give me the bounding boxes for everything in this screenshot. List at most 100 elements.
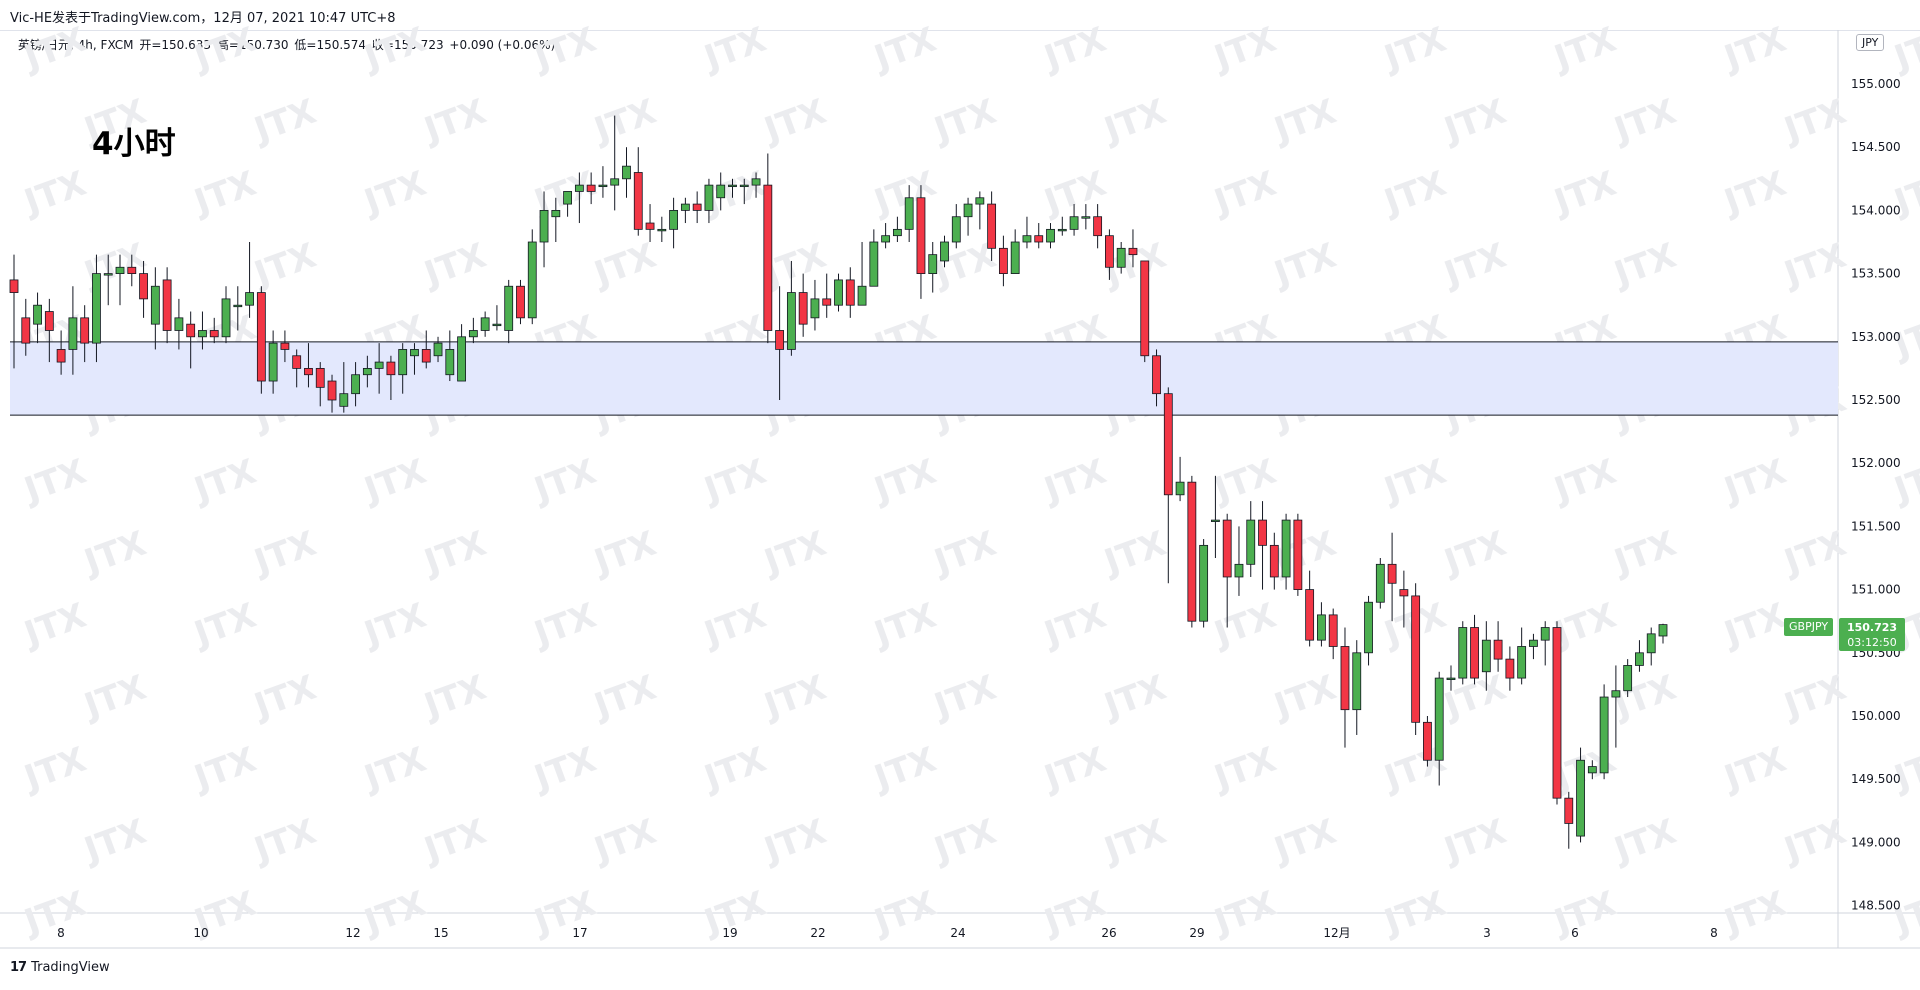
candle-body bbox=[127, 266, 137, 274]
currency-badge[interactable]: JPY bbox=[1856, 34, 1885, 51]
candle bbox=[398, 343, 408, 394]
legend-low: 低=150.574 bbox=[294, 38, 367, 52]
watermark-text: JTX bbox=[758, 92, 832, 151]
candle bbox=[421, 330, 431, 369]
candle bbox=[1234, 526, 1244, 596]
candle-body bbox=[315, 367, 325, 388]
watermark-text: JTX bbox=[1208, 884, 1282, 943]
candle-body bbox=[1611, 690, 1621, 698]
candle-body bbox=[1364, 601, 1373, 654]
candle-body bbox=[1258, 519, 1267, 546]
watermark-text: JTX bbox=[1208, 164, 1282, 223]
candle bbox=[657, 216, 667, 242]
candle-body bbox=[1234, 563, 1244, 578]
candle-body bbox=[280, 342, 290, 350]
candle-body bbox=[1269, 544, 1279, 578]
watermark-text: JTX bbox=[188, 164, 262, 223]
tradingview-brand[interactable]: 17 TradingView bbox=[10, 957, 110, 977]
candle bbox=[551, 197, 561, 242]
candle-body bbox=[1470, 627, 1479, 679]
watermark-text: JTX bbox=[528, 596, 602, 655]
candle-body bbox=[563, 191, 572, 205]
watermark-text: JTX bbox=[928, 524, 1002, 583]
candle bbox=[351, 362, 360, 407]
candle-body bbox=[186, 323, 196, 338]
watermark-text: JTX bbox=[758, 668, 832, 727]
candle bbox=[1199, 539, 1209, 628]
candle bbox=[480, 311, 490, 337]
watermark-text: JTX bbox=[588, 668, 662, 727]
candle-body bbox=[80, 317, 90, 344]
candle bbox=[221, 286, 231, 344]
watermark-text: JTX bbox=[248, 92, 322, 151]
candle bbox=[798, 273, 808, 337]
candle-body bbox=[869, 241, 879, 287]
candle-body bbox=[304, 367, 313, 376]
candle-body bbox=[516, 285, 525, 319]
candle-body bbox=[998, 247, 1008, 275]
candle bbox=[1069, 204, 1079, 236]
watermark-text: JTX bbox=[1038, 20, 1112, 79]
watermark-text: JTX bbox=[698, 740, 772, 799]
candle-body bbox=[1576, 759, 1585, 837]
candle bbox=[1423, 716, 1432, 767]
candle-body bbox=[739, 184, 749, 188]
candle-body bbox=[115, 266, 125, 274]
candle bbox=[457, 324, 466, 382]
watermark-text: JTX bbox=[1208, 740, 1282, 799]
x-tick-label: 15 bbox=[433, 926, 448, 940]
candle-body bbox=[457, 336, 466, 382]
y-tick-label: 153.500 bbox=[1851, 267, 1901, 281]
candle bbox=[1552, 621, 1562, 805]
candle-body bbox=[351, 374, 360, 395]
candle bbox=[492, 305, 502, 331]
candle-body bbox=[586, 184, 596, 192]
candle bbox=[1646, 627, 1656, 666]
candle-body bbox=[445, 349, 455, 376]
watermark-text: JTX bbox=[588, 812, 662, 871]
watermark-text: JTX bbox=[1778, 668, 1852, 727]
candle bbox=[834, 273, 843, 312]
candle-body bbox=[834, 279, 843, 306]
candle-body bbox=[1199, 544, 1209, 622]
candle bbox=[904, 185, 914, 242]
watermark-text: JTX bbox=[1608, 812, 1682, 871]
candle bbox=[1022, 216, 1032, 249]
candle bbox=[892, 216, 902, 242]
legend-close: 收=150.723 bbox=[371, 38, 444, 52]
y-tick-label: 154.000 bbox=[1851, 203, 1901, 217]
candle bbox=[527, 229, 537, 325]
y-tick-label: 148.500 bbox=[1851, 899, 1901, 913]
candle bbox=[1140, 260, 1150, 363]
candle-body bbox=[728, 184, 737, 188]
candle bbox=[1163, 387, 1173, 584]
watermark-text: JTX bbox=[1098, 524, 1172, 583]
candle-body bbox=[1529, 639, 1538, 647]
candle bbox=[1057, 216, 1067, 236]
candle bbox=[268, 330, 278, 394]
candle-body bbox=[1093, 216, 1103, 237]
candle-body bbox=[150, 285, 160, 325]
candle-body bbox=[221, 298, 231, 338]
x-tick-label: 26 bbox=[1101, 926, 1116, 940]
candle bbox=[1093, 204, 1103, 249]
candle-body bbox=[33, 304, 42, 325]
candle bbox=[33, 292, 42, 344]
candle bbox=[692, 191, 702, 224]
watermark-text: JTX bbox=[1438, 236, 1512, 295]
candle-body bbox=[551, 209, 561, 218]
candle bbox=[1599, 684, 1609, 780]
x-tick-label: 22 bbox=[810, 926, 825, 940]
brand-name: TradingView bbox=[31, 959, 110, 975]
candle bbox=[586, 172, 596, 205]
watermark-text: JTX bbox=[1098, 812, 1172, 871]
candle-body bbox=[268, 342, 278, 382]
candle bbox=[987, 191, 997, 261]
candle bbox=[139, 260, 148, 318]
candle-body bbox=[68, 317, 78, 350]
candle bbox=[1481, 621, 1491, 691]
candle bbox=[186, 311, 196, 369]
candle bbox=[410, 343, 419, 375]
candle-body bbox=[21, 317, 31, 344]
